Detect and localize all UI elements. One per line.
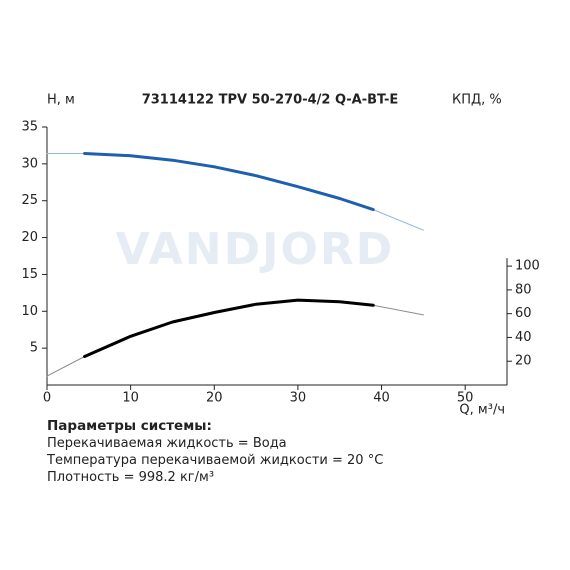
- y-axis-label: H, м: [47, 93, 75, 108]
- y-tick-label: 20: [21, 230, 38, 245]
- y2-tick-label: 80: [515, 282, 532, 297]
- y2-tick-label: 60: [515, 306, 532, 321]
- x-tick-label: 50: [457, 391, 474, 406]
- x-tick-label: 0: [43, 391, 51, 406]
- y-tick-label: 25: [21, 193, 38, 208]
- y-tick-label: 30: [21, 156, 38, 171]
- y2-tick-label: 40: [515, 330, 532, 345]
- y-tick-label: 5: [30, 341, 38, 356]
- parameter-line: Плотность = 998.2 кг/м³: [47, 470, 215, 485]
- system-parameters: Параметры системы: Перекачиваемая жидкос…: [47, 418, 383, 486]
- y2-tick-label: 20: [515, 354, 532, 369]
- x-tick-label: 10: [122, 391, 139, 406]
- series-line: [46, 299, 424, 377]
- x-axis-label: Q, м³/ч: [459, 403, 505, 416]
- y-tick-label: 10: [21, 304, 38, 319]
- parameter-line: Температура перекачиваемой жидкости = 20…: [47, 453, 384, 468]
- series-line: [46, 153, 424, 231]
- chart-title: 73114122 TPV 50-270-4/2 Q-A-BT-E: [142, 93, 399, 108]
- x-tick-label: 30: [290, 391, 307, 406]
- parameters-title: Параметры системы:: [47, 418, 212, 434]
- parameter-line: Перекачиваемая жидкость = Вода: [47, 436, 287, 451]
- y2-tick-label: 100: [515, 259, 540, 274]
- x-tick-label: 20: [206, 391, 223, 406]
- series-line: [83, 152, 375, 212]
- y-tick-label: 15: [21, 267, 38, 282]
- chart: 73114122 TPV 50-270-4/2 Q-A-BT-E VANDJOR…: [21, 93, 540, 416]
- x-tick-label: 40: [373, 391, 390, 406]
- y2-axis-label: КПД, %: [452, 93, 502, 108]
- y-tick-label: 35: [21, 120, 38, 135]
- watermark: VANDJORD: [116, 224, 395, 275]
- series-line: [83, 298, 375, 358]
